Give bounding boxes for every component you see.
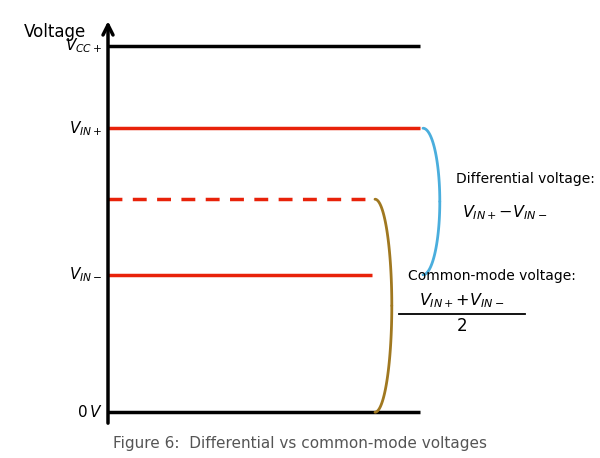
Text: $V_{IN-}$: $V_{IN-}$ [68,266,102,284]
Text: Common-mode voltage:: Common-mode voltage: [408,269,576,283]
Text: Voltage: Voltage [24,23,86,41]
Text: $2$: $2$ [457,317,467,335]
Text: Differential voltage:: Differential voltage: [456,172,595,185]
Text: $0\,V$: $0\,V$ [77,404,102,420]
Text: $V_{IN+}$$ + $$V_{IN-}$: $V_{IN+}$$ + $$V_{IN-}$ [419,292,505,311]
Text: $V_{IN+}$$ - $$V_{IN-}$: $V_{IN+}$$ - $$V_{IN-}$ [462,204,547,222]
Text: $V_{CC+}$: $V_{CC+}$ [65,37,102,55]
Text: $V_{IN+}$: $V_{IN+}$ [68,119,102,137]
Text: Figure 6:  Differential vs common-mode voltages: Figure 6: Differential vs common-mode vo… [113,436,487,451]
